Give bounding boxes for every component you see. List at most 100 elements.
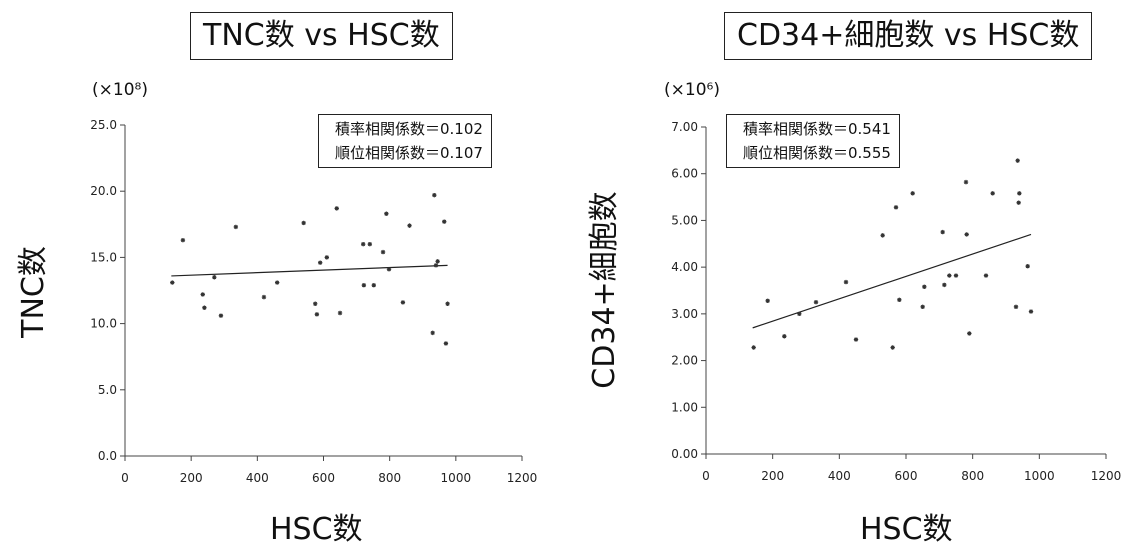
x-tick-label: 600	[895, 469, 918, 483]
data-point	[880, 233, 885, 238]
x-tick-label: 1000	[1024, 469, 1055, 483]
x-tick-label: 200	[761, 469, 784, 483]
pearson-correlation: 積率相関係数＝0.541	[743, 120, 891, 138]
correlation-box: 積率相関係数＝0.102 順位相関係数＝0.107	[318, 114, 492, 168]
x-tick-label: 600	[312, 471, 335, 485]
data-point	[233, 224, 239, 230]
data-point	[782, 334, 787, 339]
data-point	[963, 179, 969, 185]
data-point	[400, 300, 406, 305]
x-tick-label: 1200	[1091, 469, 1122, 483]
data-point	[813, 299, 819, 305]
data-point	[433, 263, 439, 268]
y-tick-label: 20.0	[90, 184, 117, 198]
spearman-correlation: 順位相関係数＝0.555	[743, 144, 891, 162]
y-axis-multiplier: (×10⁸)	[92, 80, 148, 100]
data-point	[324, 255, 330, 260]
data-point	[1025, 264, 1030, 269]
data-point	[1028, 309, 1034, 314]
data-point	[314, 312, 320, 317]
data-point	[443, 341, 449, 346]
data-point	[990, 191, 995, 196]
data-point	[1016, 200, 1021, 205]
x-axis-label: HSC数	[860, 512, 953, 547]
data-point	[380, 249, 386, 255]
x-tick-label: 400	[828, 469, 851, 483]
data-point	[407, 223, 412, 228]
data-point	[445, 301, 450, 306]
data-point	[765, 298, 770, 303]
x-tick-label: 0	[702, 469, 710, 483]
data-point	[983, 273, 989, 278]
data-point	[261, 294, 267, 300]
data-point	[890, 345, 895, 350]
data-point	[940, 229, 945, 235]
x-tick-label: 200	[180, 471, 203, 485]
y-tick-label: 5.0	[98, 383, 117, 397]
data-point	[442, 219, 447, 224]
data-point	[430, 330, 435, 336]
y-tick-label: 6.00	[671, 167, 698, 181]
data-point	[170, 280, 175, 285]
x-tick-label: 0	[121, 471, 129, 485]
correlation-box: 積率相関係数＝0.541 順位相関係数＝0.555	[726, 114, 900, 168]
y-tick-label: 15.0	[90, 250, 117, 264]
pearson-correlation: 積率相関係数＝0.102	[335, 120, 483, 138]
data-point	[797, 311, 802, 317]
y-axis-label: TNC数	[16, 246, 51, 338]
y-tick-label: 25.0	[90, 118, 117, 132]
data-point	[942, 282, 947, 288]
data-point	[920, 304, 925, 310]
trend-line	[171, 264, 448, 277]
y-tick-label: 4.00	[671, 260, 698, 274]
x-tick-label: 800	[961, 469, 984, 483]
data-point	[212, 275, 217, 280]
y-tick-label: 10.0	[90, 317, 117, 331]
y-tick-label: 2.00	[671, 354, 698, 368]
scatter-plot-tnc: 0.0 5.0 10.0 15.0 20.0 25.0 0 200 400 600 800 1000 1…	[90, 118, 537, 485]
x-tick-label: 400	[246, 471, 269, 485]
y-tick-label: 3.00	[671, 307, 698, 321]
y-axis-multiplier: (×10⁶)	[664, 80, 720, 100]
data-point	[1017, 191, 1022, 196]
data-point	[893, 205, 899, 210]
data-point	[337, 310, 343, 316]
chart-title: CD34+細胞数 vs HSC数	[724, 12, 1093, 60]
data-point	[432, 192, 437, 198]
data-point	[371, 283, 376, 288]
data-point	[384, 211, 389, 216]
data-point	[751, 345, 756, 350]
data-point	[202, 305, 207, 310]
y-tick-label: 1.00	[671, 400, 698, 414]
data-point	[367, 241, 373, 247]
data-point	[317, 260, 323, 265]
data-point	[947, 273, 952, 278]
data-point	[313, 301, 318, 306]
chart-panel-cd34: CD34+細胞数 vs HSC数 (×10⁶) 0.00 1.00 2.00 3.00…	[566, 0, 1132, 547]
data-point	[897, 297, 902, 303]
data-point	[301, 220, 306, 226]
data-point	[386, 267, 392, 272]
chart-title: TNC数 vs HSC数	[190, 12, 453, 60]
data-point	[1015, 158, 1020, 163]
data-point	[180, 237, 186, 243]
y-tick-label: 5.00	[671, 213, 698, 227]
data-point	[361, 241, 366, 247]
x-axis-label: HSC数	[270, 512, 363, 547]
spearman-correlation: 順位相関係数＝0.107	[335, 144, 483, 162]
scatter-plot-cd34: 0.00 1.00 2.00 3.00 4.00 5.00 6.00 7.00 0 200 400 6…	[671, 120, 1122, 483]
data-point	[964, 232, 969, 237]
data-point	[218, 313, 224, 318]
data-point	[953, 273, 959, 278]
x-tick-label: 800	[378, 471, 401, 485]
y-tick-label: 0.0	[98, 449, 117, 463]
y-tick-label: 0.00	[671, 447, 698, 461]
data-point	[200, 292, 205, 297]
data-point	[1013, 304, 1019, 310]
data-point	[334, 206, 339, 211]
data-point	[435, 259, 440, 264]
data-point	[967, 331, 972, 336]
x-tick-label: 1000	[441, 471, 472, 485]
chart-panel-tnc: TNC数 vs HSC数 (×10⁸) 0.0 5.0 10.0 15.0 20.0 25…	[0, 0, 566, 547]
data-point	[922, 284, 927, 289]
